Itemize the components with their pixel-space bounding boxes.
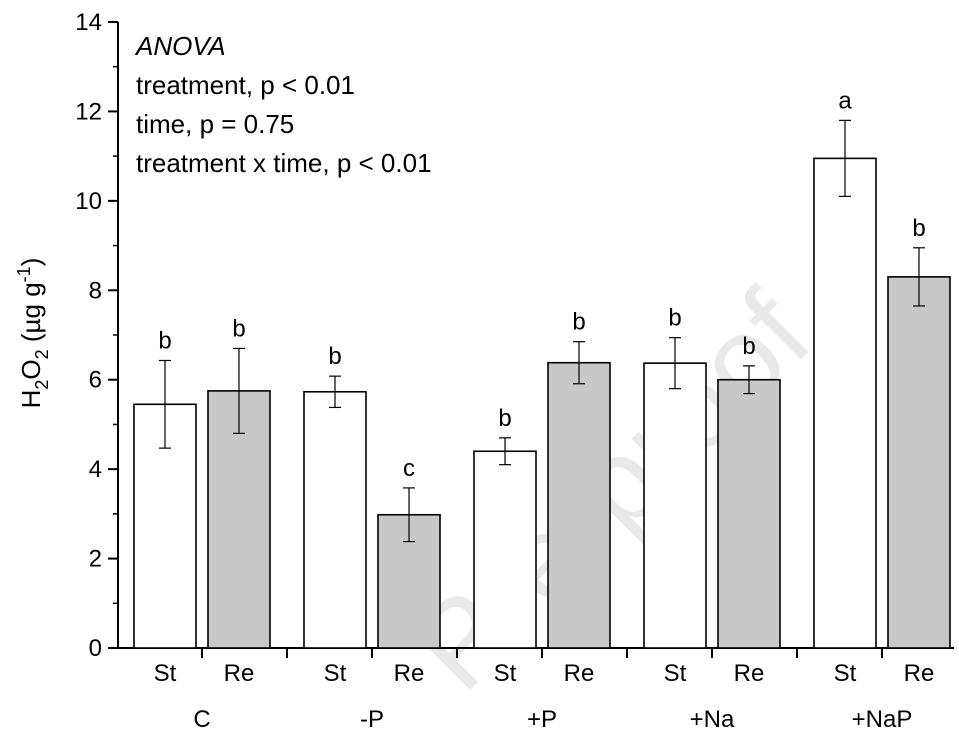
- bar: [887, 276, 951, 649]
- y-tick-label: 4: [89, 456, 102, 483]
- significance-label: b: [498, 405, 511, 432]
- y-tick-label: 8: [89, 277, 102, 304]
- significance-label: b: [158, 327, 171, 354]
- bar: [303, 390, 367, 649]
- y-label-o: O: [16, 359, 46, 379]
- x-tick-label: St: [664, 660, 687, 687]
- x-tick-label: St: [154, 660, 177, 687]
- y-axis-label: H2O2 (µg g-1): [14, 258, 52, 409]
- anova-title: ANOVA: [134, 31, 226, 61]
- x-tick-label: St: [324, 660, 347, 687]
- y-tick-label: 2: [89, 546, 102, 573]
- y-tick-label: 12: [75, 98, 102, 125]
- significance-label: b: [668, 305, 681, 332]
- group-label: +P: [527, 706, 557, 733]
- x-tick-label: St: [834, 660, 857, 687]
- significance-label: c: [403, 455, 415, 482]
- y-label-unit-pre: (µg g: [16, 282, 46, 349]
- x-tick-label: Re: [734, 660, 765, 687]
- plot-area: 0 2 4 6 8 10 12 14 b St b Re Cb St c Re -P b St b Re +P b St b Re…: [75, 9, 954, 733]
- significance-label: b: [912, 215, 925, 242]
- significance-label: b: [232, 315, 245, 342]
- group-label: +NaP: [852, 706, 913, 733]
- x-tick-label: Re: [394, 660, 425, 687]
- y-tick-label: 6: [89, 367, 102, 394]
- y-label-sub1: 2: [32, 380, 52, 390]
- group-label: -P: [360, 706, 384, 733]
- anova-line-2: time, p = 0.75: [136, 109, 294, 139]
- y-label-unit-sup: -1: [14, 266, 34, 282]
- bar: [547, 361, 611, 649]
- significance-label: b: [742, 333, 755, 360]
- y-tick-label: 0: [89, 635, 102, 662]
- anova-annotation: ANOVA treatment, p < 0.01 time, p = 0.75…: [134, 31, 432, 178]
- bar: [133, 403, 197, 649]
- y-tick-label: 10: [75, 188, 102, 215]
- anova-line-1: treatment, p < 0.01: [136, 70, 355, 100]
- y-label-h: H: [16, 390, 46, 409]
- bar: [813, 157, 877, 649]
- bar: [643, 362, 707, 649]
- group-label: +Na: [690, 706, 735, 733]
- significance-label: a: [838, 87, 852, 114]
- x-tick-label: Re: [564, 660, 595, 687]
- x-tick-label: Re: [224, 660, 255, 687]
- x-tick-label: St: [494, 660, 517, 687]
- y-tick-label: 14: [75, 9, 102, 36]
- anova-line-3: treatment x time, p < 0.01: [136, 148, 432, 178]
- y-label-unit-post: ): [16, 258, 46, 267]
- significance-label: b: [572, 309, 585, 336]
- bar: [473, 450, 537, 649]
- significance-label: b: [328, 343, 341, 370]
- bar: [717, 378, 781, 649]
- y-label-sub2: 2: [32, 349, 52, 359]
- group-label: C: [193, 706, 210, 733]
- x-tick-label: Re: [904, 660, 935, 687]
